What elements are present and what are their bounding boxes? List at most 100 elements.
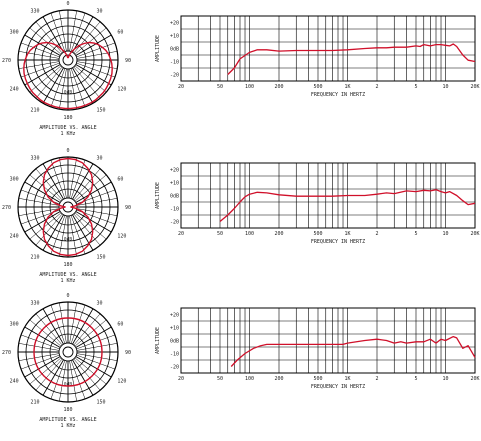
polar-spoke: [24, 34, 61, 56]
polar-angle-label: 270: [2, 205, 11, 211]
polar-ring-label: 0dB: [64, 90, 72, 96]
polar-spoke: [69, 302, 77, 344]
polar-spoke: [59, 68, 67, 110]
polar-spoke: [74, 319, 107, 347]
polar-spoke: [42, 67, 64, 104]
polar-spoke: [35, 313, 63, 346]
polar-hub: [58, 50, 78, 70]
x-tick-label: 1K: [344, 376, 350, 382]
x-tick-label: 100: [245, 376, 254, 382]
polar-spoke: [42, 359, 64, 396]
polar-spoke: [74, 27, 107, 55]
polar-spoke: [24, 64, 61, 86]
y-tick-label: +20: [170, 21, 179, 27]
polar-spoke: [69, 360, 77, 402]
polar-spoke: [76, 343, 118, 351]
frequency-response-plot: +20 +10 0dB -10 -20 20 50 100 200 500 1K 2 5 10 20K FRE…: [155, 162, 480, 245]
polar-angle-label: 60: [117, 177, 123, 183]
polar-angle-label: 270: [2, 350, 11, 356]
polar-spoke: [70, 12, 86, 52]
polar-spoke: [76, 334, 116, 350]
polar-spoke: [35, 168, 63, 201]
polar-spoke: [69, 215, 77, 257]
polar-spoke: [18, 198, 60, 206]
polar-spoke: [24, 181, 61, 203]
polar-angle-label: 180: [63, 115, 72, 121]
polar-frequency-label: 1 KHz: [60, 278, 75, 284]
polar-spoke: [42, 308, 64, 345]
polar-angle-label: 90: [125, 350, 131, 356]
polar-ring-label: 0dB: [64, 237, 72, 243]
y-tick-label: -20: [170, 365, 179, 371]
polar-pattern-curve: [42, 157, 94, 257]
polar-angle-label: 30: [97, 9, 103, 15]
polar-angle-label: 330: [30, 9, 39, 15]
polar-spoke: [74, 65, 107, 93]
polar-angle-label: 210: [30, 399, 39, 405]
polar-spoke: [20, 334, 60, 350]
polar-spoke: [35, 213, 63, 246]
y-axis-title: AMPLITUDE: [155, 327, 161, 354]
polar-angle-label: 240: [10, 379, 19, 385]
x-tick-label: 5: [414, 231, 417, 237]
x-tick-label: 20: [178, 231, 184, 237]
polar-angle-label: 300: [10, 177, 19, 183]
polar-spoke: [73, 213, 101, 246]
polar-spoke: [70, 215, 86, 255]
polar-spoke: [42, 214, 64, 251]
polar-spoke: [35, 358, 63, 391]
x-tick-label: 20K: [470, 84, 479, 90]
polar-spoke: [75, 64, 112, 86]
x-tick-label: 500: [313, 84, 322, 90]
polar-spoke: [18, 353, 60, 361]
polar-plot: 0 30 60 90 120 150 180 210 240 270 300 330 0dB AMPLIT…: [2, 1, 131, 137]
frequency-response-plot: +20 +10 0dB -10 -20 20 50 100 200 500 1K 2 5 10 20K FRE…: [155, 15, 480, 98]
polar-spoke: [73, 313, 101, 346]
y-tick-label: -10: [170, 60, 179, 66]
polar-spoke: [59, 302, 67, 344]
polar-spoke: [24, 326, 61, 348]
x-tick-label: 1K: [344, 84, 350, 90]
polar-plot: 0 30 60 90 120 150 180 210 240 270 300 330 0dB AMPLIT…: [2, 148, 131, 284]
plot-frame: [180, 307, 476, 374]
polar-angle-label: 0: [66, 148, 69, 154]
x-tick-label: 50: [217, 376, 223, 382]
polar-angle-label: 210: [30, 254, 39, 260]
polar-spoke: [76, 62, 116, 78]
polar-pattern-curve: [23, 41, 113, 110]
polar-spoke: [74, 212, 107, 240]
polar-frequency-label: 1 KHz: [60, 423, 75, 429]
x-tick-label: 10: [442, 376, 448, 382]
polar-spoke: [76, 42, 116, 58]
x-tick-label: 20K: [470, 231, 479, 237]
polar-spoke: [76, 354, 116, 370]
plot-frame: [180, 162, 476, 229]
polar-spoke: [20, 354, 60, 370]
polar-angle-label: 180: [63, 407, 72, 413]
polar-spoke: [59, 157, 67, 199]
polar-spoke: [18, 61, 60, 69]
chart-panel-1: 03060901201501802102402703003300dBAMPLIT…: [2, 1, 480, 137]
polar-spoke: [59, 10, 67, 52]
polar-spoke: [50, 360, 66, 400]
polar-spoke: [42, 163, 64, 200]
polar-angle-label: 150: [97, 254, 106, 260]
x-tick-label: 50: [217, 84, 223, 90]
y-tick-label: +20: [170, 168, 179, 174]
polar-spoke: [70, 304, 86, 344]
polar-angle-label: 30: [97, 301, 103, 307]
y-tick-label: 0dB: [170, 339, 179, 345]
polar-angle-label: 240: [10, 234, 19, 240]
x-tick-label: 500: [313, 231, 322, 237]
polar-spoke: [72, 163, 94, 200]
x-tick-label: 5: [414, 376, 417, 382]
x-tick-label: 2: [375, 376, 378, 382]
x-axis-title: FREQUENCY IN HERTZ: [311, 239, 365, 245]
polar-angle-label: 0: [66, 1, 69, 7]
polar-spoke: [50, 68, 66, 108]
chart-panel-2: 03060901201501802102402703003300dBAMPLIT…: [2, 148, 480, 284]
polar-spoke: [18, 51, 60, 59]
frequency-response-curve: [227, 43, 476, 75]
polar-angle-label: 90: [125, 205, 131, 211]
x-axis-title: FREQUENCY IN HERTZ: [311, 92, 365, 98]
